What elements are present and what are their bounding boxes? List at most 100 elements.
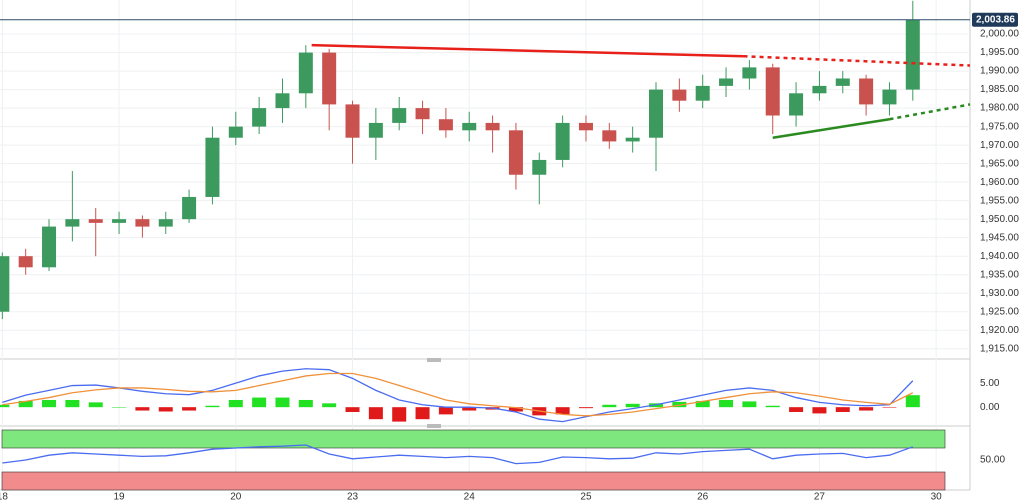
macd-histogram-bar [135, 407, 150, 411]
candle-body [65, 219, 80, 227]
macd-histogram-bar [252, 397, 267, 408]
last-price-label: 2,003.86 [976, 14, 1015, 25]
candle-body [298, 52, 313, 94]
candle-body [182, 196, 197, 220]
y-tick-label: 2,000.00 [980, 29, 1019, 40]
candle-body [602, 130, 617, 142]
indicator-line [2, 372, 914, 417]
x-tick-label: 18 [0, 492, 8, 503]
macd-histogram-bar [228, 399, 243, 408]
macd-histogram-bar [602, 404, 617, 408]
macd-histogram-bar [789, 407, 804, 412]
candle-body [812, 85, 827, 94]
macd-histogram-bar [882, 407, 897, 408]
y-tick-label: 50.00 [980, 455, 1005, 466]
candle-body [882, 89, 897, 105]
y-tick-label: 0.00 [980, 402, 1000, 413]
x-tick-label: 23 [347, 492, 359, 503]
macd-histogram-bar [508, 407, 523, 412]
trend-line [772, 117, 890, 139]
y-tick-label: 1,975.00 [980, 121, 1019, 132]
candle-body [205, 137, 220, 197]
macd-histogram-bar [42, 399, 57, 408]
resize-grip[interactable] [427, 424, 441, 428]
indicator-line [2, 368, 914, 423]
candle-body [275, 93, 290, 109]
macd-histogram-bar [859, 407, 874, 411]
y-tick-label: 1,915.00 [980, 343, 1019, 354]
candle-body [88, 219, 103, 223]
macd-histogram-bar [742, 401, 757, 408]
y-tick-label: 1,955.00 [980, 195, 1019, 206]
candle-body [835, 78, 850, 86]
macd-histogram-bar [18, 400, 33, 408]
macd-histogram-bar [158, 407, 173, 412]
macd-histogram-bar [0, 404, 10, 408]
macd-histogram-bar [345, 407, 360, 412]
candle-body [438, 119, 453, 131]
candle-body [789, 93, 804, 116]
macd-histogram-bar [462, 407, 477, 411]
macd-histogram-bar [765, 405, 780, 408]
macd-histogram-bar [182, 407, 197, 411]
candle-body [368, 122, 383, 138]
candle-body [859, 78, 874, 105]
macd-histogram-bar [368, 407, 383, 420]
macd-histogram-bar [88, 402, 103, 408]
candle-body [228, 126, 243, 138]
x-tick-label: 27 [814, 492, 826, 503]
zone-band [1, 471, 946, 491]
last-price-box [972, 12, 1018, 27]
candle-body [392, 108, 407, 123]
candle-body [415, 108, 430, 120]
candle-body [485, 122, 500, 131]
candle-body [555, 122, 570, 160]
y-tick-label: 1,945.00 [980, 232, 1019, 243]
candle-body [508, 130, 523, 175]
macd-histogram-bar [112, 407, 127, 408]
zone-band [1, 429, 946, 449]
trend-line [743, 55, 971, 67]
macd-histogram-bar [205, 405, 220, 408]
candle-body [905, 19, 920, 90]
macd-histogram-bar [298, 399, 313, 408]
candle-body [252, 108, 267, 127]
indicator-line [2, 444, 914, 465]
macd-histogram-bar [275, 397, 290, 408]
macd-histogram-bar [812, 407, 827, 414]
macd-histogram-bar [625, 403, 640, 408]
candle-body [0, 256, 10, 312]
resize-grip[interactable] [427, 358, 441, 362]
macd-histogram-bar [438, 407, 453, 415]
x-tick-label: 20 [230, 492, 242, 503]
candle-body [345, 104, 360, 138]
candle-body [462, 122, 477, 131]
y-tick-label: 1,940.00 [980, 251, 1019, 262]
candle-body [578, 122, 593, 131]
candle-body [765, 67, 780, 116]
x-tick-label: 19 [113, 492, 125, 503]
y-tick-label: 1,925.00 [980, 306, 1019, 317]
macd-histogram-bar [578, 407, 593, 409]
macd-histogram-bar [672, 401, 687, 408]
candle-body [135, 219, 150, 227]
macd-histogram-bar [719, 399, 734, 408]
x-tick-label: 24 [464, 492, 476, 503]
candle-body [532, 159, 547, 175]
macd-histogram-bar [415, 407, 430, 420]
trend-line [889, 103, 971, 121]
x-tick-label: 25 [580, 492, 592, 503]
y-tick-label: 1,960.00 [980, 177, 1019, 188]
y-tick-label: 1,985.00 [980, 84, 1019, 95]
macd-histogram-bar [322, 403, 337, 408]
y-tick-label: 1,990.00 [980, 66, 1019, 77]
candle-body [18, 256, 33, 268]
candle-body [322, 52, 337, 105]
candle-body [649, 89, 664, 138]
y-tick-label: 1,980.00 [980, 103, 1019, 114]
macd-histogram-bar [835, 407, 850, 412]
macd-histogram-bar [905, 395, 920, 408]
y-tick-label: 1,935.00 [980, 269, 1019, 280]
